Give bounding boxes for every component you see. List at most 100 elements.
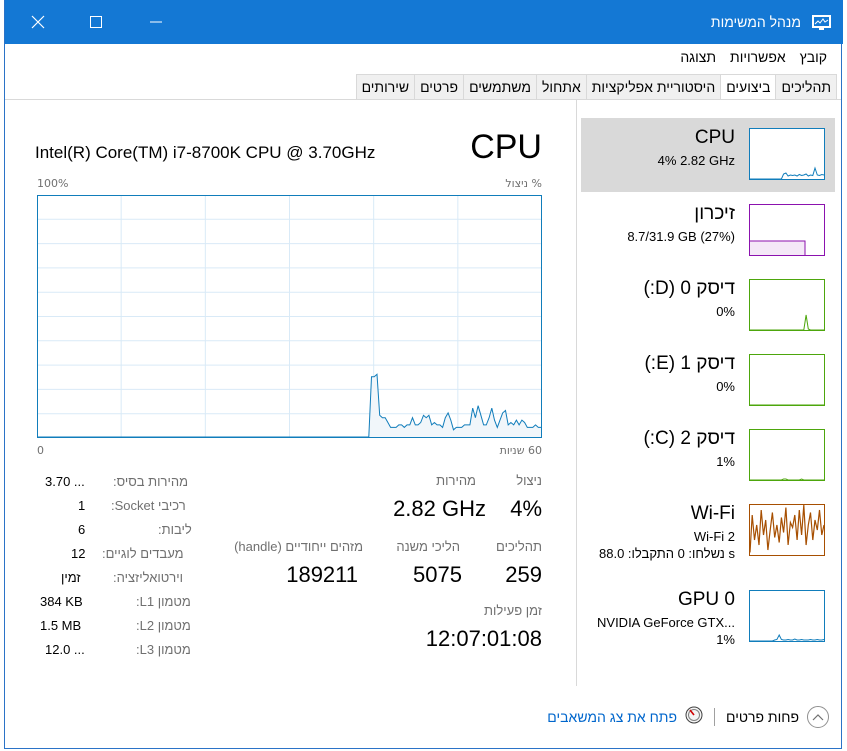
resource-throughput: נשלחו: 0 התקבלו: 88.0 s [599,546,735,561]
tab-divider [5,99,841,100]
resource-name: דיסק 2 (C:) [643,428,735,449]
open-resource-monitor-link[interactable]: פתח את צג המשאבים [547,706,703,727]
disk-2-thumbnail-graph [749,429,825,481]
menu-options[interactable]: אפשרויות [730,49,786,65]
thumb-frame [749,590,825,642]
thumb-usage-line [750,633,825,642]
tab-processes[interactable]: תהליכים [776,74,837,100]
threads-label: הליכי משנה [396,539,460,554]
tab-performance[interactable]: ביצועים [721,74,777,100]
fewer-details-button[interactable]: פחות פרטים [726,706,829,728]
task-manager-icon [812,15,831,30]
spec-value: 1 [78,498,86,513]
minimize-icon [150,21,162,23]
memory-usage-area [750,241,805,255]
menu-bar: קובץ אפשרויות תצוגה [3,44,841,70]
resource-detail: NVIDIA GeForce GTX... [597,615,735,630]
graph-time-label: 60 שניות [499,444,542,457]
maximize-button[interactable] [73,0,119,44]
spec-label: מטמון L2: [136,618,191,633]
resource-detail: 0% [716,379,735,394]
thumb-usage-line [750,478,824,481]
spec-value: 12 [71,546,86,561]
spec-value: זמין [61,570,81,585]
resource-gpu[interactable]: GPU 0 NVIDIA GeForce GTX... 1% [581,580,835,654]
thumb-frame [749,429,825,481]
spec-value: 12.0 ... [45,642,85,657]
chevron-up-icon [807,706,829,728]
wifi-usage-line [749,504,825,553]
resource-name: דיסק 1 (E:) [644,353,735,374]
minimize-button[interactable] [133,0,179,44]
cpu-panel: Intel(R) Core(TM) i7-8700K CPU @ 3.70GHz… [5,100,576,686]
resource-memory[interactable]: זיכרון 8.7/31.9 GB (27%) [581,194,835,268]
handles-label: מזהים ייחודיים (handle) [234,539,363,554]
window-title: מנהל המשימות [710,14,801,30]
resource-detail: 8.7/31.9 GB (27%) [627,229,735,244]
resource-name: CPU [694,127,735,148]
close-button[interactable] [15,0,61,44]
memory-usage-line [750,240,806,255]
footer-separator [714,708,715,726]
utilization-value: 4% [510,496,542,521]
wifi-thumbnail-graph [749,504,825,556]
resource-detail: Wi-Fi 2 [693,529,735,544]
graph-max-label: 100% [37,177,69,190]
resource-name: Wi-Fi [690,503,735,524]
thumb-frame [749,279,825,331]
tab-strip: תהליכים ביצועים היסטוריית אפליקציות אתחו… [355,74,837,100]
processes-label: תהליכים [496,539,542,554]
spec-label: רכיבי Socket: [111,498,186,513]
resource-disk-1[interactable]: דיסק 1 (E:) 0% [581,344,835,418]
resource-usage: 1% [716,632,735,647]
tab-users[interactable]: משתמשים [464,74,538,100]
thumb-frame [749,354,825,406]
resource-disk-0[interactable]: דיסק 0 (D:) 0% [581,269,835,343]
resource-wifi[interactable]: Wi-Fi Wi-Fi 2 נשלחו: 0 התקבלו: 88.0 s [581,494,835,568]
cpu-utilization-graph [37,195,542,438]
resource-monitor-icon [685,706,703,727]
spec-label: מעבדים לוגיים: [102,546,184,561]
fewer-details-label: פחות פרטים [726,709,799,725]
processes-value: 259 [505,562,542,587]
thumb-usage-line [750,314,824,331]
tab-app-history[interactable]: היסטוריית אפליקציות [586,74,722,100]
resource-detail: 0% [716,304,735,319]
uptime-value: 12:07:01:08 [425,626,542,651]
tab-startup[interactable]: אתחול [537,74,587,100]
spec-label: ליבות: [158,522,192,537]
spec-label: מטמון L3: [136,642,191,657]
thumb-usage-line [750,166,825,180]
cpu-usage-line [38,373,541,438]
cpu-usage-area [38,374,541,437]
tab-details[interactable]: פרטים [415,74,465,100]
handles-value: 189211 [286,562,358,587]
maximize-icon [90,16,102,28]
menu-file[interactable]: קובץ [799,49,827,65]
cpu-thumbnail-graph [749,128,825,180]
speed-value: 2.82 GHz [393,496,486,521]
resource-name: דיסק 0 (D:) [643,278,735,299]
resource-disk-2[interactable]: דיסק 2 (C:) 1% [581,419,835,493]
cpu-model-name: Intel(R) Core(TM) i7-8700K CPU @ 3.70GHz [35,143,376,162]
memory-thumbnail-graph [749,204,825,256]
spec-label: מטמון L1: [136,594,191,609]
disk-1-thumbnail-graph [749,354,825,406]
resource-cpu[interactable]: CPU 4% 2.82 GHz [581,118,835,192]
spec-value: 3.70 ... [45,474,85,489]
tab-services[interactable]: שירותים [355,74,416,100]
resource-name: זיכרון [694,203,735,224]
task-manager-window: מנהל המשימות קובץ אפשרויות תצוגה תהליכים ב… [3,0,843,749]
menu-view[interactable]: תצוגה [680,49,717,65]
spec-value: 384 KB [40,594,83,609]
gpu-thumbnail-graph [749,590,825,642]
spec-value: 1.5 MB [40,618,82,633]
resource-name: GPU 0 [677,589,735,610]
resource-detail: 4% 2.82 GHz [657,153,735,168]
thumb-frame [749,128,825,180]
graph-min-label: 0 [37,444,44,457]
spec-value: 6 [78,522,86,537]
footer: פחות פרטים פתח את צג המשאבים [5,700,843,736]
cpu-panel-title: CPU [470,128,542,166]
resource-detail: 1% [716,454,735,469]
